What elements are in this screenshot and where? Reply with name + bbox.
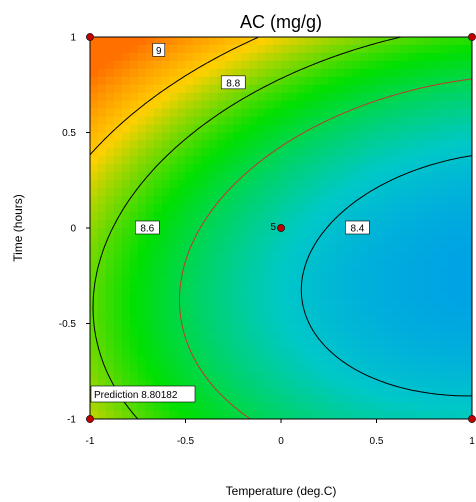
- y-axis-title: Time (hours): [11, 194, 25, 262]
- chart-title: AC (mg/g): [240, 12, 322, 32]
- design-point: [468, 33, 476, 41]
- design-point: [277, 224, 285, 232]
- contour-label-box: [135, 220, 160, 235]
- center-point-count: 5: [270, 222, 276, 233]
- y-tick-label: 0: [70, 224, 76, 235]
- y-axis: -1 -0.5 0 0.5 1: [59, 33, 90, 426]
- x-axis-title: Temperature (deg.C): [226, 484, 337, 498]
- contour-line-8.4: [300, 155, 472, 397]
- x-axis: -1 -0.5 0 0.5 1: [86, 419, 475, 447]
- response-surface-heatmap: [90, 37, 472, 419]
- contour-label-box: [220, 75, 246, 90]
- design-point: [86, 33, 94, 41]
- contour-label-box: [152, 43, 166, 57]
- y-tick-label: -1: [67, 415, 76, 426]
- x-tick-label: 1: [469, 436, 475, 447]
- prediction-text: Prediction 8.80182: [94, 390, 178, 401]
- x-tick-label: 0.5: [370, 436, 384, 447]
- design-point: [468, 415, 476, 423]
- contour-label: 8.8: [226, 78, 240, 89]
- x-tick-label: -1: [86, 436, 95, 447]
- contour-label: 9: [156, 46, 162, 57]
- design-points: 5: [86, 33, 476, 423]
- prediction-box: [90, 385, 196, 403]
- contour-label-box: [345, 220, 370, 235]
- x-tick-label: 0: [278, 436, 284, 447]
- design-point: [86, 415, 94, 423]
- contour-line-9: [90, 37, 259, 156]
- y-tick-label: 0.5: [62, 128, 76, 139]
- y-tick-label: -0.5: [59, 319, 77, 330]
- x-tick-label: -0.5: [177, 436, 195, 447]
- contour-label: 8.4: [350, 224, 364, 235]
- contour-labels: 9 8.8 8.6 8.4: [135, 43, 370, 235]
- y-tick-label: 1: [70, 33, 76, 44]
- contour-label: 8.6: [140, 224, 154, 235]
